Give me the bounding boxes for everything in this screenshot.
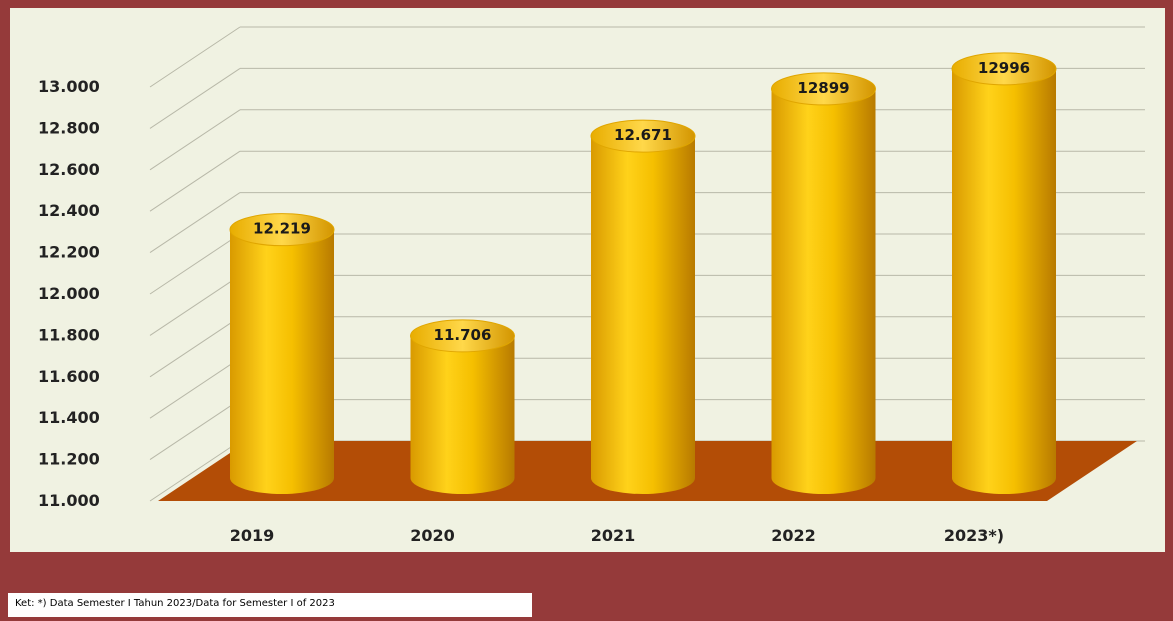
bar [771,72,876,495]
gridline-diagonal [149,357,241,419]
bar-top [590,119,696,153]
x-tick-label: 2021 [591,526,636,545]
bar-top [410,319,515,353]
bar-top [951,52,1057,86]
gridline [149,26,1145,88]
y-tick-label: 13.000 [38,77,100,96]
bar-body [591,136,695,494]
x-tick-label: 2023*) [944,526,1004,545]
gridline-diagonal [149,67,241,129]
y-tick-label: 11.800 [38,325,100,344]
y-tick-label: 11.600 [38,367,100,386]
chart-panel: 11.000 11.200 11.400 11.600 11.800 12.000 12.2… [10,8,1165,552]
y-tick-label: 11.400 [38,408,100,427]
y-tick-label: 12.000 [38,284,100,303]
x-tick-label: 2022 [771,526,816,545]
y-tick-label: 12.200 [38,243,100,262]
gridline-diagonal [149,109,241,171]
bar [229,213,335,495]
bar-body [771,88,876,495]
y-tick-label: 11.000 [38,491,100,510]
y-tick-label: 12.800 [38,118,100,137]
gridline-diagonal [149,274,241,336]
chart-svg: 11.000 11.200 11.400 11.600 11.800 12.000 12.2… [38,26,1145,545]
bar-body [230,229,334,495]
gridline-diagonal [149,26,241,88]
bar-top [229,213,335,247]
footnote-text: Ket: *) Data Semester I Tahun 2023/Data … [15,598,335,609]
bar-body [410,335,515,494]
data-label: 12.671 [614,126,672,144]
data-label: 12899 [797,79,849,97]
bar [951,52,1057,494]
y-tick-label: 12.600 [38,160,100,179]
y-tick-label: 12.400 [38,201,100,220]
data-label: 12996 [978,59,1030,77]
bar-top [771,72,876,106]
gridline-diagonal [149,440,241,502]
gridline-diagonal [149,316,241,378]
x-tick-label: 2020 [410,526,455,545]
footnote-box: Ket: *) Data Semester I Tahun 2023/Data … [8,593,532,617]
bar [410,319,515,494]
bar [590,119,696,494]
gridline-diagonal [149,233,241,295]
y-tick-label: 11.200 [38,450,100,469]
data-label: 12.219 [253,220,311,238]
gridline-diagonal [149,192,241,254]
bar-body [952,68,1056,494]
x-tick-label: 2019 [230,526,275,545]
gridline-diagonal [149,399,241,461]
data-label: 11.706 [434,326,492,344]
gridline-diagonal [149,150,241,212]
